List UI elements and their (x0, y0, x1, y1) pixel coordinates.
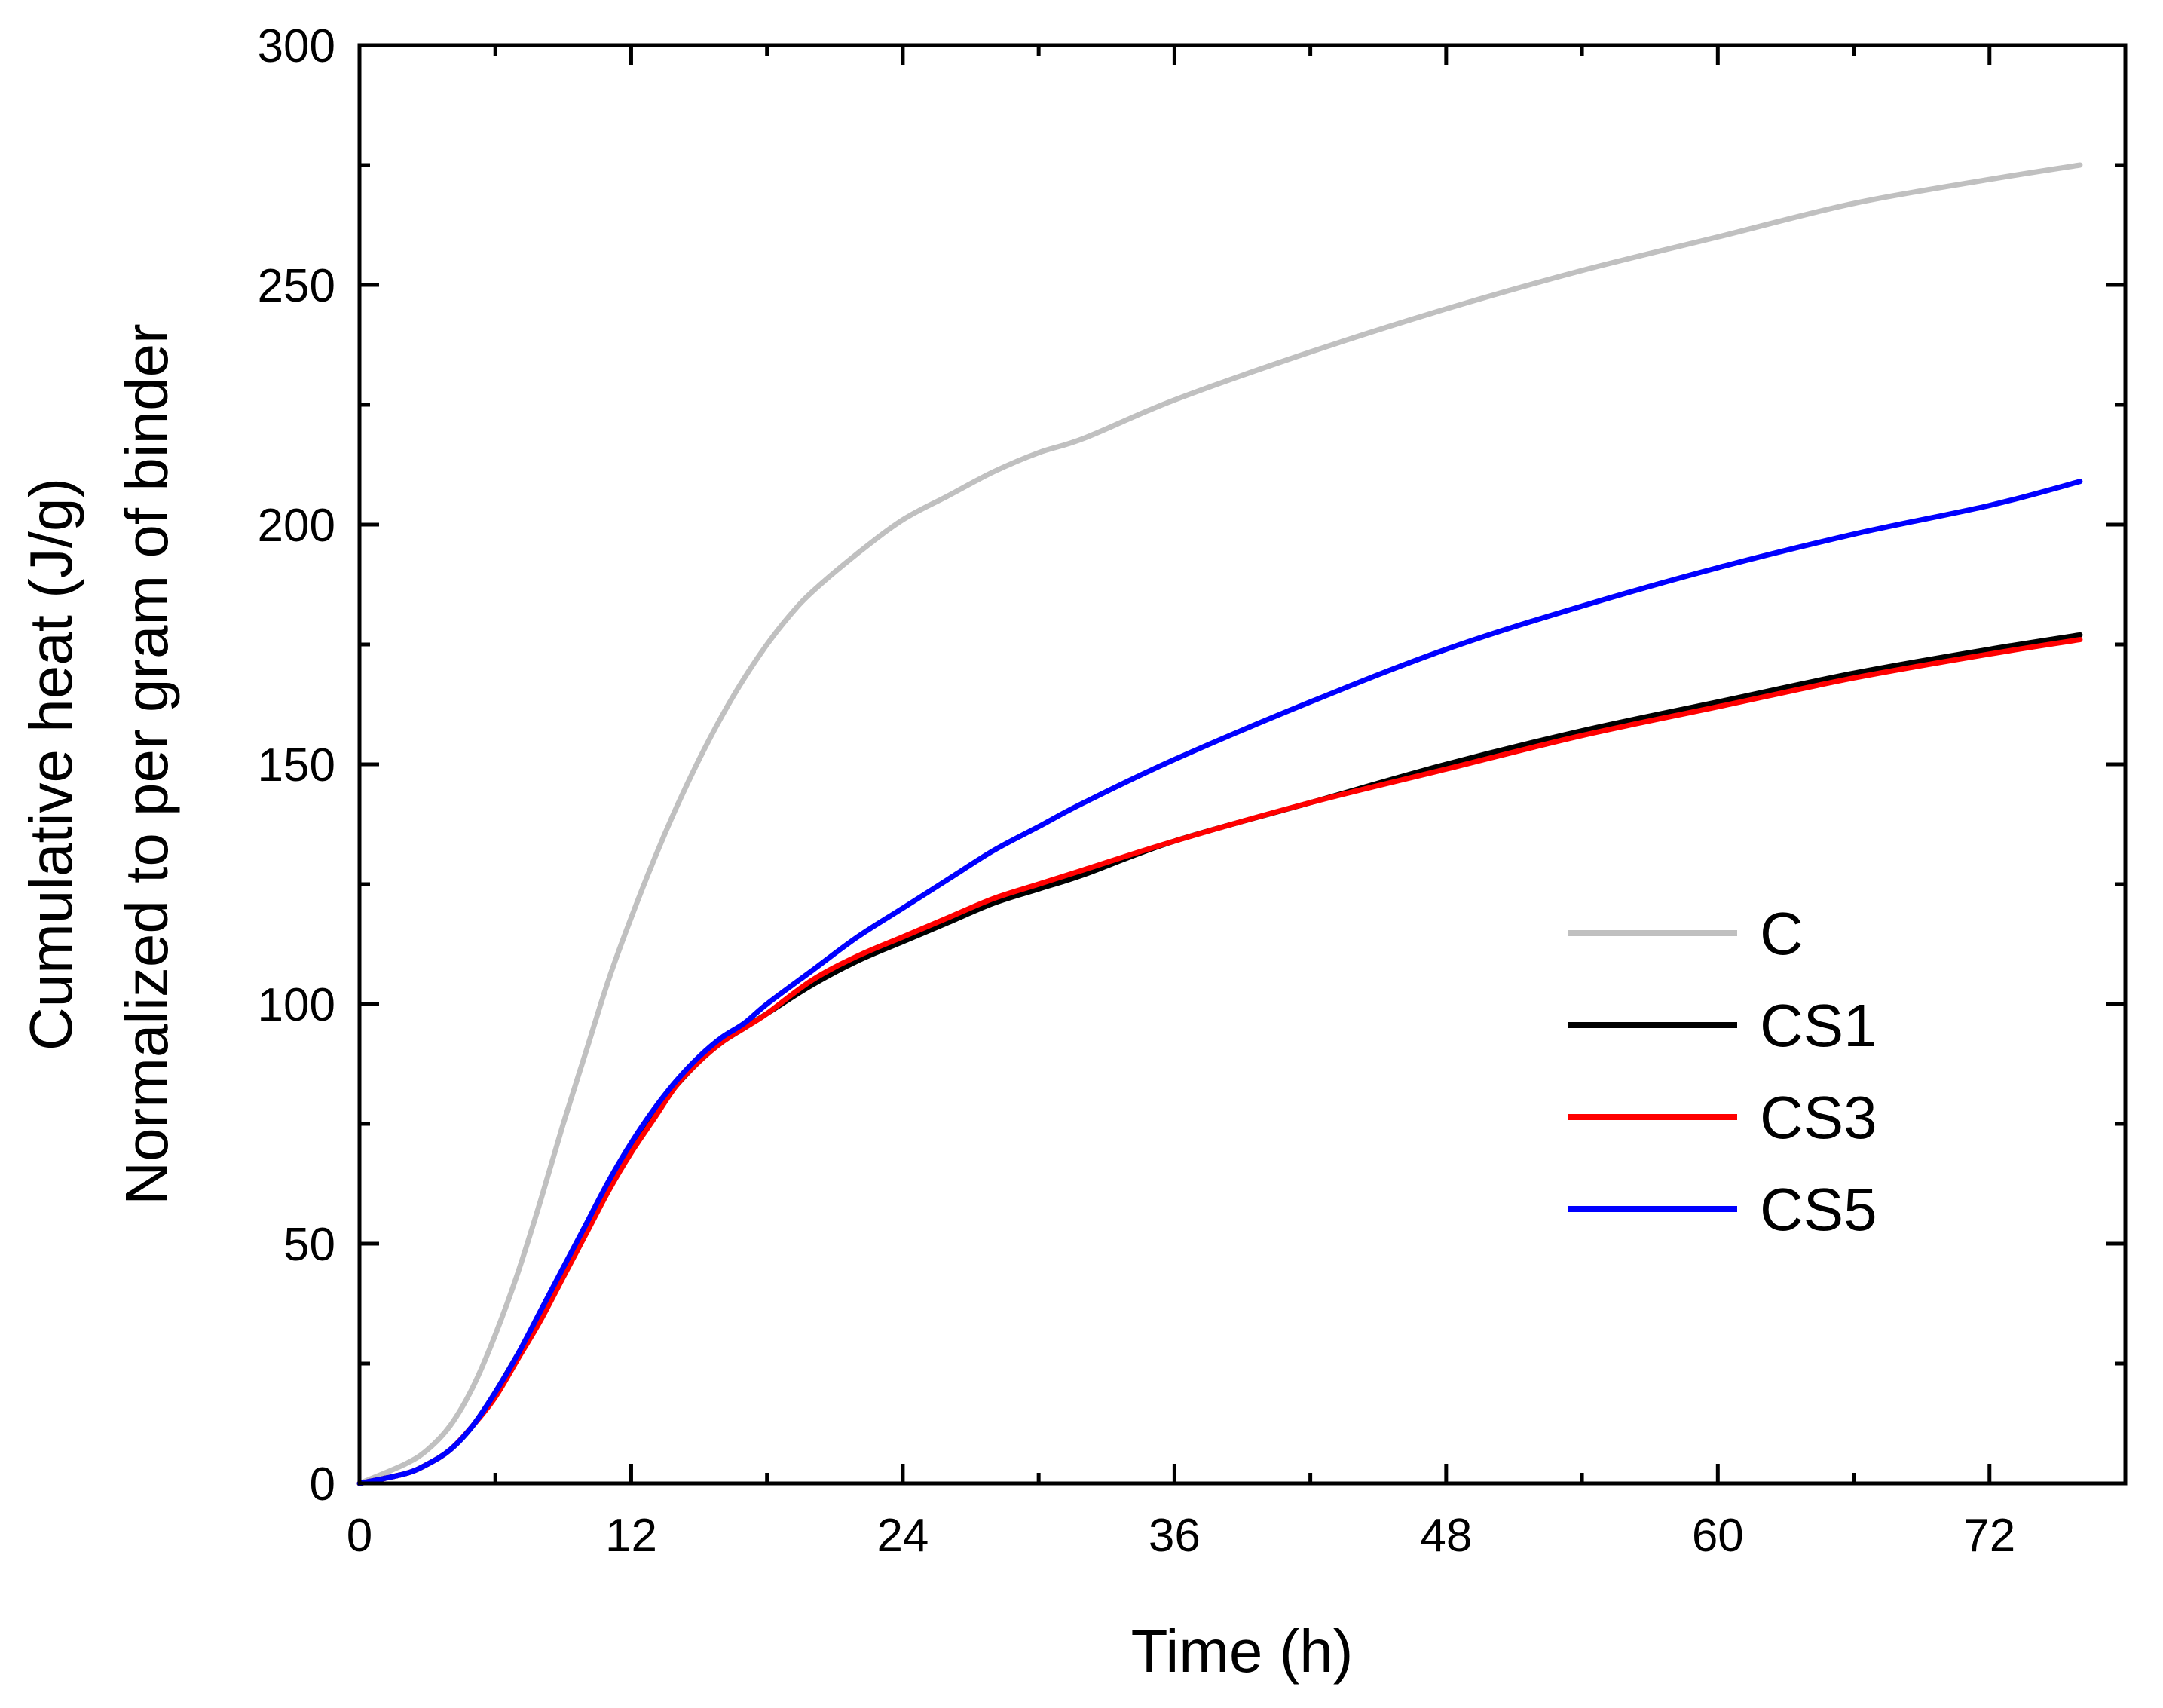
ticks-layer (357, 43, 2125, 1486)
y-tick-label: 250 (258, 260, 335, 312)
y-tick-label: 300 (258, 20, 335, 72)
legend-label-cs1: CS1 (1760, 992, 1877, 1059)
x-tick-label: 48 (1420, 1510, 1472, 1562)
series-line-cs1 (356, 632, 2083, 1486)
x-tick-label: 60 (1692, 1510, 1744, 1562)
y-axis-title-line2: Normalized to per gram of binder (113, 323, 180, 1204)
plot-frame (357, 43, 2128, 1486)
y-tick-label: 100 (258, 979, 335, 1031)
series-line-c (356, 162, 2083, 1486)
series-line-cs5 (356, 479, 2083, 1486)
y-tick-label: 0 (310, 1459, 335, 1511)
legend-label-c: C (1760, 900, 1804, 967)
y-tick-label: 50 (283, 1219, 335, 1271)
y-axis-title-line1: Cumulative heat (J/g) (17, 478, 84, 1051)
legend-label-cs3: CS3 (1760, 1084, 1877, 1151)
legend-label-cs5: CS5 (1760, 1176, 1877, 1243)
series-layer (356, 162, 2083, 1486)
x-tick-label: 24 (877, 1510, 929, 1562)
x-tick-label: 36 (1149, 1510, 1201, 1562)
labels-layer: 0 12 24 36 48 60 72 0 50 100 150 200 250 300 (258, 20, 2016, 1562)
x-tick-label: 12 (605, 1510, 657, 1562)
y-tick-label: 150 (258, 739, 335, 791)
y-tick-label: 200 (258, 500, 335, 552)
series-line-cs3 (356, 637, 2083, 1486)
x-tick-label: 72 (1963, 1510, 2015, 1562)
x-tick-label: 0 (347, 1510, 372, 1562)
legend: C CS1 CS3 CS5 (1568, 900, 1877, 1243)
x-axis-title: Time (h) (1131, 1618, 1354, 1685)
